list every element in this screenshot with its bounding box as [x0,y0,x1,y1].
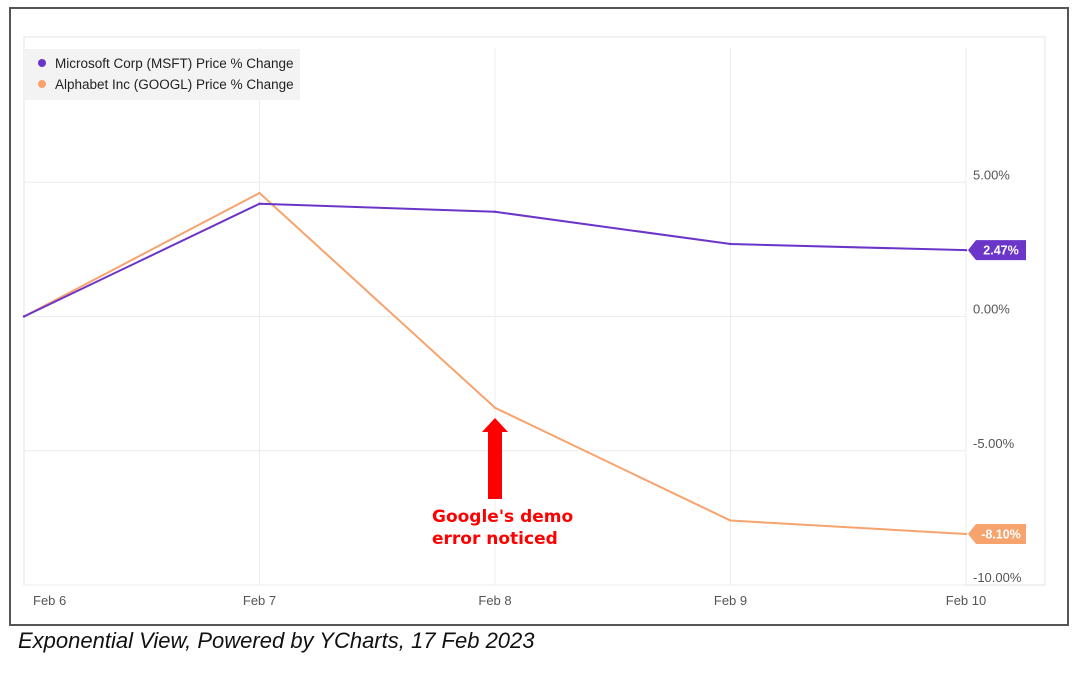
y-tick-label: -5.00% [973,436,1015,451]
plot-area-border [23,36,1046,586]
annotation-arrow [482,418,508,499]
data-point [493,406,497,409]
annotation-text-line: Google's demo [432,507,573,527]
data-point [729,242,732,246]
annotation-text-line: error noticed [432,529,558,549]
end-value-tag-0 [968,240,1026,261]
x-tick-label: Feb 10 [946,593,986,608]
end-value-tag-1 [968,523,1026,544]
legend-label-googl: Alphabet Inc (GOOGL) Price % Change [55,77,294,92]
x-tick-label: Feb 6 [33,593,66,608]
y-tick-label: -10.00% [973,570,1022,585]
data-point [964,532,968,536]
source-caption: Exponential View, Powered by YCharts, 17… [18,628,535,653]
data-point [22,315,26,318]
x-tick-label: Feb 7 [243,593,276,608]
data-point [258,191,261,195]
data-point [729,519,732,522]
legend-item-googl: Alphabet Inc (GOOGL) Price % Change [38,77,294,92]
legend-label-msft: Microsoft Corp (MSFT) Price % Change [55,56,294,71]
data-point [493,210,497,213]
data-point [258,202,261,205]
end-value-label-0: 2.47% [983,244,1018,258]
legend-marker-msft [38,59,46,67]
y-tick-label: 5.00% [973,167,1010,182]
x-tick-label: Feb 8 [478,593,511,608]
end-value-label-1: -8.10% [981,527,1021,541]
x-tick-label: Feb 9 [714,593,747,608]
legend-item-msft: Microsoft Corp (MSFT) Price % Change [38,56,294,71]
chart-legend: Microsoft Corp (MSFT) Price % Change Alp… [24,49,300,100]
legend-marker-googl [38,80,46,88]
y-tick-label: 0.00% [973,302,1010,317]
data-point [964,248,968,252]
